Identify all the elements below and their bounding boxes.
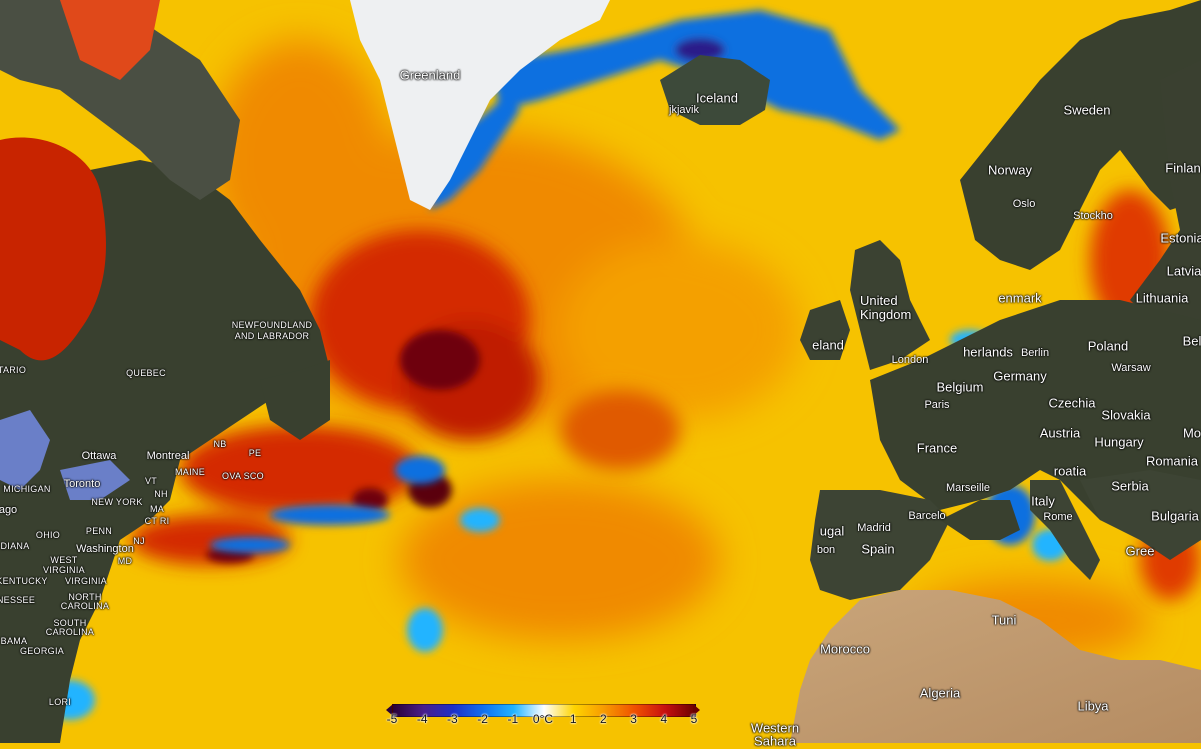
legend-tick: 1 (569, 712, 577, 726)
legend-tick: -4 (416, 712, 428, 726)
legend-tick: -1 (507, 712, 519, 726)
legend-tick: 0°C (532, 712, 554, 726)
legend-tick: -3 (447, 712, 458, 726)
legend-min-arrow (386, 704, 393, 716)
legend-tick: -2 (477, 712, 488, 726)
legend-tick: -5 (386, 712, 398, 726)
legend-tick: 5 (690, 712, 698, 726)
legend-tick: 4 (660, 712, 668, 726)
great-lakes (0, 410, 130, 500)
color-scale-legend: -5 -4 -3 -2 -1 0°C 1 2 3 4 5 (386, 702, 700, 734)
legend-tick: 3 (630, 712, 637, 726)
legend-max-arrow (693, 704, 700, 716)
legend-tick: 2 (600, 712, 607, 726)
